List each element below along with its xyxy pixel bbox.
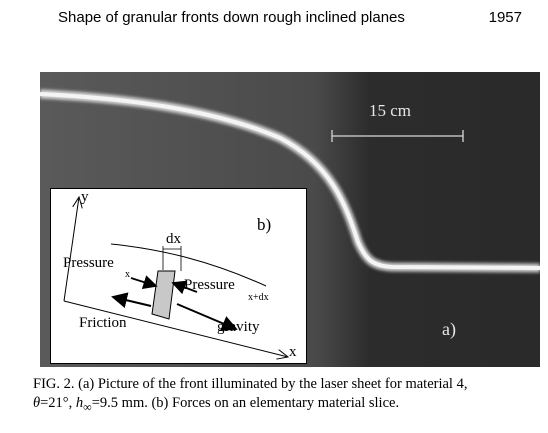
theta-symbol: θ (33, 395, 41, 411)
gravity-label: gravity (217, 319, 260, 335)
pressure-xdx-subscript: x+dx (248, 292, 269, 303)
material-slice (151, 270, 176, 320)
x-axis (63, 300, 288, 357)
pressure-x-subscript: x (125, 269, 130, 280)
h-infinity-symbol: h (75, 395, 84, 411)
gravity-arrow (176, 303, 238, 331)
y-axis (63, 197, 79, 302)
page-number: 1957 (488, 9, 522, 26)
panel-a-label: a) (442, 319, 456, 339)
scale-bar (331, 130, 464, 142)
panel-b-label: b) (257, 215, 272, 234)
pressure-x-label: Pressure (63, 255, 114, 271)
caption-line-1: FIG. 2. (a) Picture of the front illumin… (33, 376, 468, 392)
friction-arrow (111, 292, 152, 309)
dx-label: dx (166, 231, 181, 247)
y-axis-label: y (81, 189, 89, 205)
pressure-xdx-arrow (171, 280, 198, 295)
running-title: Shape of granular fronts down rough incl… (58, 9, 405, 26)
force-diagram (63, 189, 306, 363)
running-header: Shape of granular fronts down rough incl… (0, 6, 548, 30)
caption-line-2: θ=21°, h∞=9.5 mm. (b) Forces on an eleme… (33, 395, 400, 414)
figure-caption: FIG. 2. (a) Picture of the front illumin… (33, 375, 543, 417)
figure-2: 15 cm a) (40, 72, 540, 367)
free-surface (110, 243, 267, 287)
pressure-xdx-label: Pressure (184, 277, 235, 293)
pressure-x-arrow (130, 275, 158, 290)
x-axis-label: x (289, 344, 297, 360)
force-diagram-inset: y b) dx Pressure x Pressure x+dx Frictio… (50, 188, 307, 364)
scale-label: 15 cm (369, 101, 412, 120)
friction-label: Friction (79, 315, 127, 331)
